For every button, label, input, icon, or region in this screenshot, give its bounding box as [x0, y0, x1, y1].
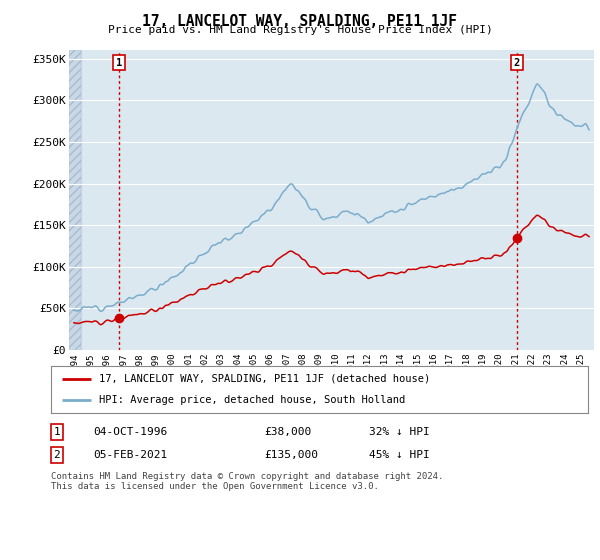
Text: 04-OCT-1996: 04-OCT-1996	[93, 427, 167, 437]
Text: 1: 1	[116, 58, 122, 68]
Text: 32% ↓ HPI: 32% ↓ HPI	[369, 427, 430, 437]
Text: 05-FEB-2021: 05-FEB-2021	[93, 450, 167, 460]
Text: Price paid vs. HM Land Registry's House Price Index (HPI): Price paid vs. HM Land Registry's House …	[107, 25, 493, 35]
Text: 1: 1	[53, 427, 61, 437]
Text: HPI: Average price, detached house, South Holland: HPI: Average price, detached house, Sout…	[100, 395, 406, 405]
Bar	[69, 50, 81, 350]
Text: £38,000: £38,000	[264, 427, 311, 437]
Text: 2: 2	[514, 58, 520, 68]
Text: 45% ↓ HPI: 45% ↓ HPI	[369, 450, 430, 460]
Text: 17, LANCELOT WAY, SPALDING, PE11 1JF: 17, LANCELOT WAY, SPALDING, PE11 1JF	[143, 14, 458, 29]
Text: 17, LANCELOT WAY, SPALDING, PE11 1JF (detached house): 17, LANCELOT WAY, SPALDING, PE11 1JF (de…	[100, 374, 431, 384]
Bar	[69, 50, 81, 350]
Text: £135,000: £135,000	[264, 450, 318, 460]
Text: 2: 2	[53, 450, 61, 460]
Text: Contains HM Land Registry data © Crown copyright and database right 2024.
This d: Contains HM Land Registry data © Crown c…	[51, 472, 443, 491]
